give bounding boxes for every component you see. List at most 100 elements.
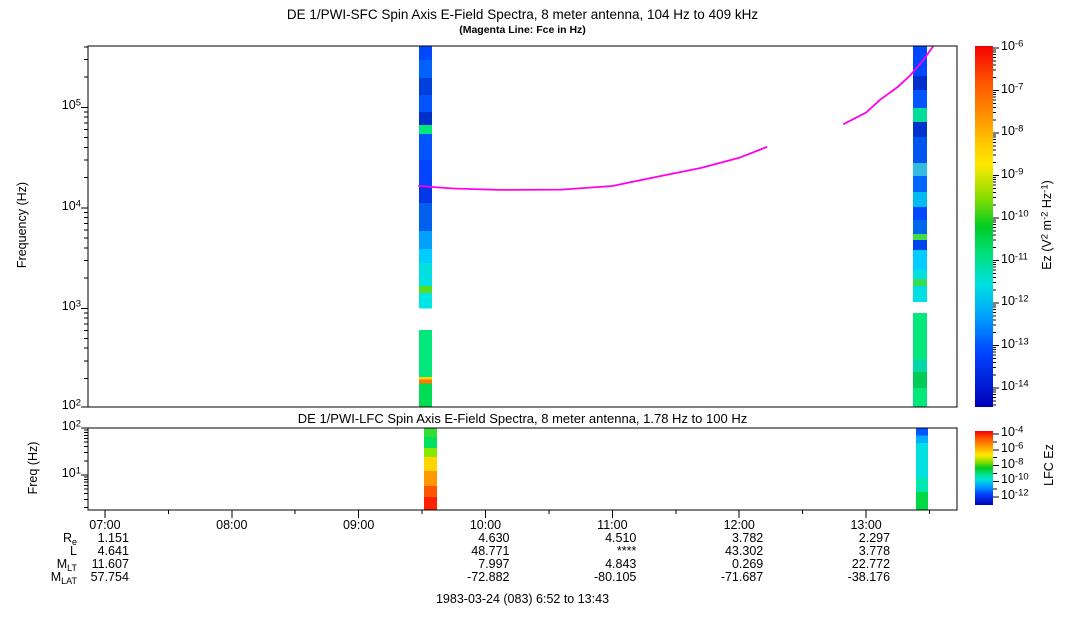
fce-line-legend: (Magenta Line: Fce in Hz) <box>459 24 586 36</box>
spectrogram-stripe-segment <box>423 457 438 472</box>
x-tick-label: 11:00 <box>597 518 628 532</box>
lfc-colorbar-label: LFC Ez <box>1042 444 1056 486</box>
spectrogram-stripe-segment <box>419 329 433 377</box>
spectrogram-stripe-segment <box>419 159 433 187</box>
spectrogram-stripe-segment <box>913 90 928 108</box>
colorbar-tick-label: 10-14 <box>1001 378 1029 393</box>
y-tick-label: 102 <box>61 418 81 433</box>
sfc-colorbar-gradient <box>975 46 993 407</box>
spectrogram-stripe-segment <box>913 191 928 207</box>
colorbar-tick-label: 10-10 <box>1001 208 1029 223</box>
colorbar-tick-label: 10-12 <box>1001 293 1029 308</box>
ephemeris-value: 11.607 <box>91 557 129 571</box>
fce-line <box>418 146 768 191</box>
spectrogram-stripe-segment <box>913 233 928 240</box>
spectrogram-stripe-segment <box>423 437 438 449</box>
spectrogram-stripe-segment <box>419 60 433 79</box>
ephemeris-value: 48.771 <box>471 544 510 558</box>
spectrogram-stripe-segment <box>419 112 433 125</box>
ephemeris-value: 43.302 <box>724 544 764 558</box>
y-tick-label: 104 <box>61 198 81 213</box>
ephemeris-value: **** <box>616 544 637 558</box>
spectrogram-stripe-segment <box>419 285 433 293</box>
y-tick-label: 101 <box>61 465 81 480</box>
spectrogram-stripe-segment <box>419 78 433 95</box>
spectrogram-stripe-segment <box>419 376 433 380</box>
ephemeris-value: 0.269 <box>731 557 764 571</box>
colorbar-tick-label: 10-4 <box>1001 424 1024 439</box>
colorbar-tick-label: 10-6 <box>1001 38 1024 53</box>
spectrogram-stripe-segment <box>423 496 438 510</box>
spectrogram-stripe-segment <box>913 206 928 220</box>
colorbar-tick-label: 10-13 <box>1001 336 1029 351</box>
spectrogram-stripe-segment <box>913 162 928 176</box>
y-tick-label: 103 <box>61 298 81 314</box>
spectrogram-stripe-segment <box>913 359 928 373</box>
spectrogram-stripe-segment <box>913 219 928 234</box>
spectrogram-stripe-segment <box>913 107 928 123</box>
colorbar-tick-label: 10-6 <box>1001 440 1024 455</box>
x-tick-label: 09:00 <box>342 518 375 532</box>
spectrogram-stripe-segment <box>419 133 433 160</box>
sfc-panel-border <box>87 45 958 408</box>
spectrogram-stripe-segment <box>913 285 928 303</box>
spectrogram-stripe-segment <box>913 175 928 192</box>
x-tick-label: 10:00 <box>469 518 502 532</box>
sfc-y-axis-label: Frequency (Hz) <box>15 181 29 269</box>
ephemeris-row-label: MLT <box>56 557 77 573</box>
ephemeris-value: 4.630 <box>478 531 510 545</box>
spectrogram-stripe-segment <box>913 279 928 286</box>
lfc-panel-border <box>87 427 958 511</box>
ephemeris-value: 1.151 <box>97 531 129 545</box>
spectrogram-stripe-segment <box>419 186 433 203</box>
colorbar-tick-label: 10-9 <box>1001 166 1024 181</box>
spectrogram-stripe-segment <box>423 428 438 438</box>
spectrogram-stripe-segment <box>419 202 433 231</box>
spectrogram-stripe-segment <box>913 239 928 251</box>
spectrogram-stripe-segment <box>916 435 929 443</box>
spectrogram-stripe-segment <box>423 471 438 486</box>
spectrogram-stripe-segment <box>419 94 433 113</box>
ephemeris-value: 4.641 <box>97 544 129 558</box>
spectrogram-stripe-segment <box>419 248 433 263</box>
x-tick-label: 08:00 <box>216 518 248 532</box>
spectrogram-stripe-segment <box>913 122 928 137</box>
spectrogram-stripe-segment <box>419 262 433 286</box>
colorbar-tick-label: 10-8 <box>1001 123 1024 138</box>
ephemeris-value: 2.297 <box>858 531 891 545</box>
spectrogram-stripe-segment <box>419 292 433 309</box>
spectrogram-stripe-segment <box>916 477 929 493</box>
x-tick-label: 07:00 <box>89 518 121 532</box>
spectrogram-stripe-segment <box>913 136 928 163</box>
spectrogram-stripe-segment <box>913 312 928 360</box>
spectrogram-stripe-segment <box>419 124 433 134</box>
ephemeris-value: -80.105 <box>593 570 637 584</box>
spectrogram-stripe-segment <box>913 250 928 271</box>
spectrogram-stripe-segment <box>913 387 928 407</box>
spectrogram-stripe-segment <box>916 442 929 478</box>
sfc-colorbar-label: Ez (V2 m-2 Hz-1) <box>1039 180 1055 270</box>
ephemeris-value: 4.843 <box>605 557 637 571</box>
date-range-footer: 1983-03-24 (083) 6:52 to 13:43 <box>435 592 610 606</box>
ephemeris-value: 3.782 <box>731 531 764 545</box>
ephemeris-value: 57.754 <box>90 570 129 584</box>
colorbar-tick-label: 10-10 <box>1001 471 1029 487</box>
fce-line <box>842 45 935 126</box>
spectrogram-stripe-segment <box>913 46 928 76</box>
spectrogram-stripe-segment <box>419 379 433 384</box>
lfc-colorbar-gradient <box>975 431 993 505</box>
y-tick-label: 102 <box>61 397 81 412</box>
ephemeris-row-label: L <box>70 544 77 558</box>
ephemeris-value: 3.778 <box>858 544 891 558</box>
ephemeris-value: 7.997 <box>478 557 510 571</box>
ephemeris-row-label: MLAT <box>50 570 77 586</box>
ephemeris-value: -71.687 <box>720 570 764 584</box>
spectrogram-stripe-segment <box>913 75 928 91</box>
spectrogram-stripe-segment <box>913 372 928 388</box>
spectrogram-stripe-segment <box>916 492 929 510</box>
spectrogram-stripe-segment <box>419 46 433 61</box>
sfc-panel-title: DE 1/PWI-SFC Spin Axis E-Field Spectra, … <box>286 7 759 22</box>
colorbar-tick-label: 10-8 <box>1001 456 1024 471</box>
